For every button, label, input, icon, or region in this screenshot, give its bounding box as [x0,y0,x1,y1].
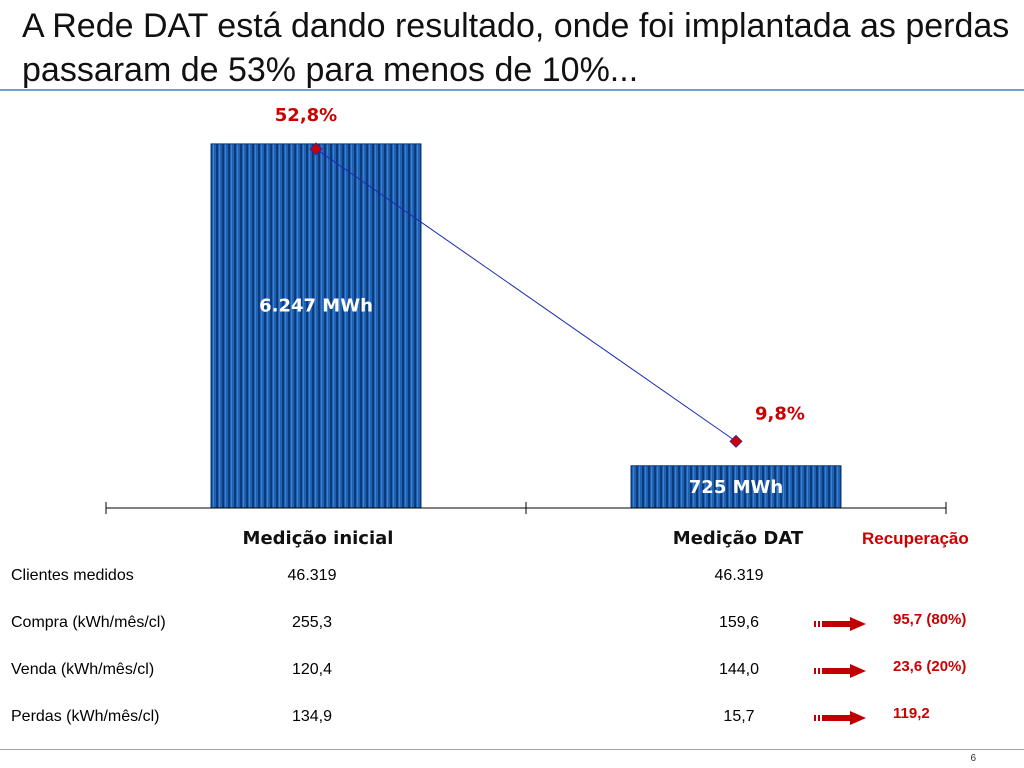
bar-chart: 6.247 MWh 725 MWh 52,8% 9,8% [105,105,947,514]
cell-inicial: 134,9 [291,708,333,725]
category-label-inicial: Medição inicial [242,528,394,549]
bar-medicao-dat [630,465,842,509]
category-label-dat: Medição DAT [672,528,804,549]
title-divider [0,89,1024,91]
row-label: Compra (kWh/mês/cl) [11,614,166,631]
recuperacao-value: 23,6 (20%) [893,658,967,675]
page-number: 6 [970,753,976,764]
footer-divider [0,749,1024,750]
loss-label: 52,8% [275,105,337,126]
row-label: Venda (kWh/mês/cl) [11,661,155,678]
bar-value-label: 725 MWh [689,477,783,498]
right-arrow-icon [814,664,866,678]
recuperacao-value: 119,2 [893,705,930,722]
loss-label: 9,8% [755,403,805,424]
cell-dat: 144,0 [718,661,760,678]
slide-title: A Rede DAT está dando resultado, onde fo… [22,7,1010,89]
loss-line [315,148,737,442]
cell-inicial: 46.319 [287,567,337,584]
row-label: Perdas (kWh/mês/cl) [11,708,160,725]
right-arrow-icon [814,617,866,631]
bar-medicao-inicial [210,143,422,509]
cell-dat: 159,6 [718,614,760,631]
recuperacao-header: Recuperação [862,529,969,548]
right-arrow-icon [814,711,866,725]
row-label: Clientes medidos [11,567,134,584]
cell-dat: 15,7 [723,708,755,725]
cell-inicial: 120,4 [291,661,333,678]
cell-dat: 46.319 [714,567,764,584]
loss-point [309,142,323,156]
cell-inicial: 255,3 [291,614,333,631]
loss-point [729,434,743,448]
bar-value-label: 6.247 MWh [259,295,373,316]
recuperacao-value: 95,7 (80%) [893,611,967,628]
